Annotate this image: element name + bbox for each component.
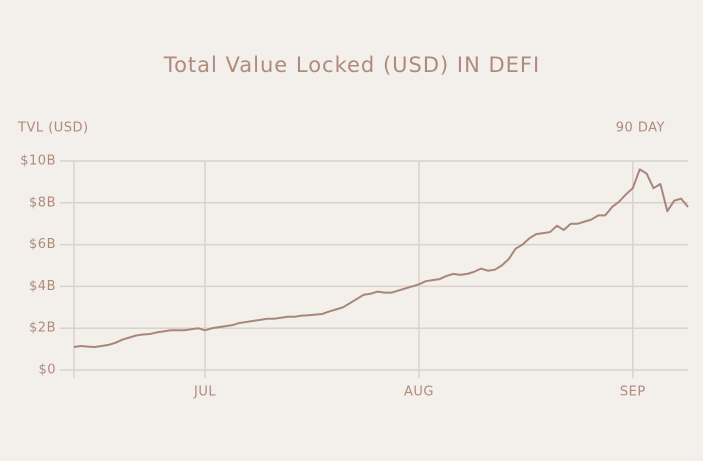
y-tick-label: $2B <box>29 321 56 336</box>
line <box>73 168 689 349</box>
y-tick-label: $6B <box>29 237 56 252</box>
y-tick-label: $10B <box>20 154 56 169</box>
y-axis-label: TVL (USD) <box>17 121 89 136</box>
y-tick-label: $8B <box>29 195 56 210</box>
x-tick-label: JUL <box>193 385 216 400</box>
y-tick-label: $0 <box>38 363 56 378</box>
y-tick-label: $4B <box>29 279 56 294</box>
x-tick-label: AUG <box>404 385 434 400</box>
annotation: 90 DAY <box>616 121 665 136</box>
x-tick-label: SEP <box>620 385 646 400</box>
chart-title: Total Value Locked (USD) IN DEFI <box>163 53 540 77</box>
